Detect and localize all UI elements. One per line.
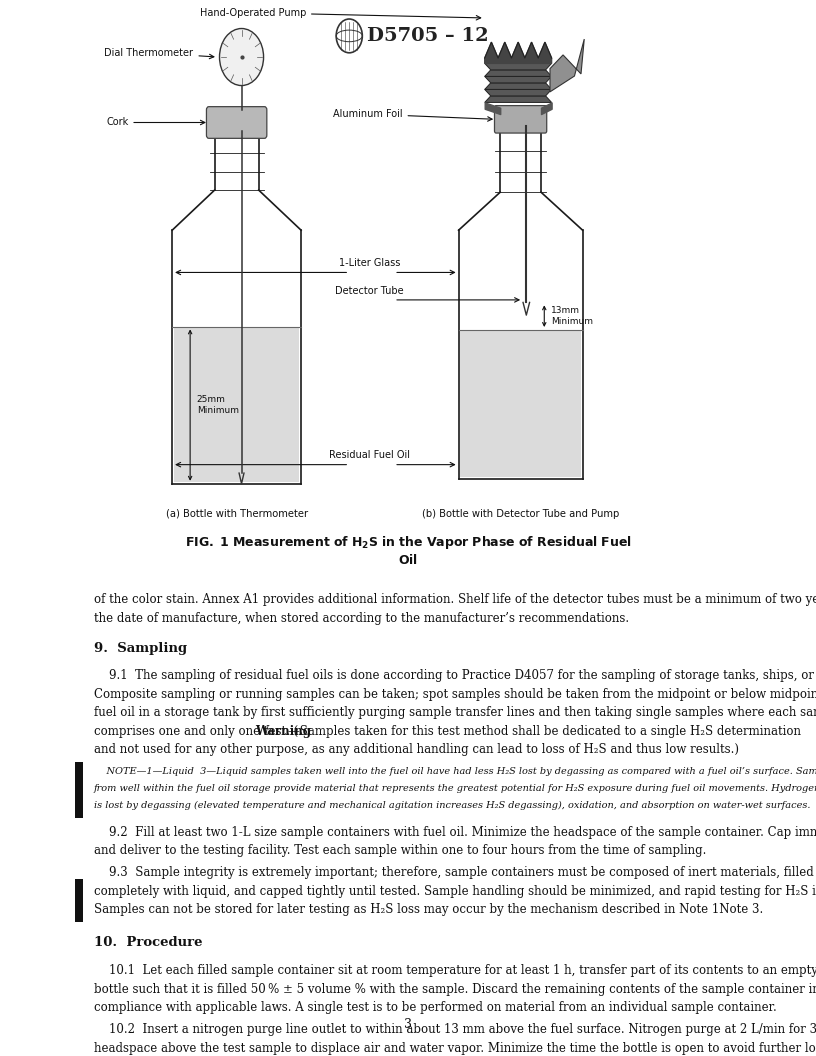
Circle shape: [220, 29, 264, 86]
Text: the date of manufacture, when stored according to the manufacturer’s recommendat: the date of manufacture, when stored acc…: [94, 612, 629, 625]
Text: 9.3  Sample integrity is extremely important; therefore, sample containers must : 9.3 Sample integrity is extremely import…: [94, 866, 816, 880]
Bar: [75, 880, 83, 922]
Text: $\mathbf{Oil}$: $\mathbf{Oil}$: [398, 553, 418, 567]
Text: 10.1  Let each filled sample container sit at room temperature for at least 1 h,: 10.1 Let each filled sample container si…: [94, 964, 816, 977]
Text: $\mathbf{FIG.\ 1\ Measurement\ of\ H_2S\ in\ the\ Vapor\ Phase\ of\ Residual\ Fu: $\mathbf{FIG.\ 1\ Measurement\ of\ H_2S\…: [184, 534, 632, 551]
Text: Composite sampling or running samples can be taken; spot samples should be taken: Composite sampling or running samples ca…: [94, 687, 816, 701]
Text: (b) Bottle with Detector Tube and Pump: (b) Bottle with Detector Tube and Pump: [422, 509, 619, 518]
Text: 10.  Procedure: 10. Procedure: [94, 937, 202, 949]
Text: Detector Tube: Detector Tube: [335, 286, 404, 296]
Text: 9.1  The sampling of residual fuel oils is done according to Practice D4057 for : 9.1 The sampling of residual fuel oils i…: [94, 670, 816, 682]
Text: completely with liquid, and capped tightly until tested. Sample handling should : completely with liquid, and capped tight…: [94, 885, 816, 898]
Text: (a) Bottle with Thermometer: (a) Bottle with Thermometer: [166, 509, 308, 518]
Text: Cork: Cork: [106, 117, 205, 128]
Polygon shape: [485, 42, 552, 63]
FancyBboxPatch shape: [206, 107, 267, 138]
Text: 1-Liter Glass: 1-Liter Glass: [339, 259, 401, 268]
Text: 9.  Sampling: 9. Sampling: [94, 642, 187, 655]
Polygon shape: [485, 90, 552, 96]
Polygon shape: [485, 76, 552, 82]
Bar: [75, 762, 83, 818]
Text: Hand-Operated Pump: Hand-Operated Pump: [200, 7, 481, 20]
Text: NOTE—1—Liquid  3—Liquid samples taken well into the fuel oil have had less H₂S l: NOTE—1—Liquid 3—Liquid samples taken wel…: [94, 768, 816, 776]
FancyBboxPatch shape: [494, 106, 547, 133]
Text: Warning: Warning: [255, 724, 311, 738]
Text: fuel oil in a storage tank by first sufficiently purging sample transfer lines a: fuel oil in a storage tank by first suff…: [94, 706, 816, 719]
Text: bottle such that it is filled 50 % ± 5 volume % with the sample. Discard the rem: bottle such that it is filled 50 % ± 5 v…: [94, 983, 816, 996]
Text: 10.2  Insert a nitrogen purge line outlet to within about 13 mm above the fuel s: 10.2 Insert a nitrogen purge line outlet…: [94, 1023, 816, 1036]
Polygon shape: [485, 63, 552, 70]
Text: from well within the fuel oil storage provide material that represents the great: from well within the fuel oil storage pr…: [94, 785, 816, 793]
Bar: [174, 326, 299, 482]
Text: Residual Fuel Oil: Residual Fuel Oil: [329, 451, 410, 460]
Polygon shape: [550, 39, 584, 92]
Polygon shape: [485, 82, 552, 90]
Text: and not used for any other purpose, as any additional handling can lead to loss : and not used for any other purpose, as a…: [94, 743, 738, 756]
Bar: [460, 329, 581, 477]
Text: 13mm
Minimum: 13mm Minimum: [551, 306, 592, 326]
Text: compliance with applicable laws. A single test is to be performed on material fr: compliance with applicable laws. A singl…: [94, 1001, 777, 1014]
Text: 25mm
Minimum: 25mm Minimum: [197, 395, 238, 415]
Text: 9.2  Fill at least two 1-L size sample containers with fuel oil. Minimize the he: 9.2 Fill at least two 1-L size sample co…: [94, 826, 816, 838]
Text: D5705 – 12: D5705 – 12: [367, 26, 489, 45]
Text: of the color stain. Annex A1 provides additional information. Shelf life of the : of the color stain. Annex A1 provides ad…: [94, 593, 816, 606]
Text: comprises one and only one test. (: comprises one and only one test. (: [94, 724, 298, 738]
Polygon shape: [485, 96, 552, 102]
Text: Samples can not be stored for later testing as H₂S loss may occur by the mechani: Samples can not be stored for later test…: [94, 903, 763, 917]
Text: is lost by degassing (elevated temperature and mechanical agitation increases H₂: is lost by degassing (elevated temperatu…: [94, 802, 810, 810]
Text: Aluminum Foil: Aluminum Foil: [333, 109, 492, 121]
Text: headspace above the test sample to displace air and water vapor. Minimize the ti: headspace above the test sample to displ…: [94, 1042, 816, 1055]
Text: 3: 3: [404, 1018, 412, 1031]
Text: Dial Thermometer: Dial Thermometer: [104, 48, 214, 59]
Polygon shape: [485, 70, 552, 76]
Text: —Samples taken for this test method shall be dedicated to a single H₂S determina: —Samples taken for this test method shal…: [288, 724, 800, 738]
Text: and deliver to the testing facility. Test each sample within one to four hours f: and deliver to the testing facility. Tes…: [94, 844, 706, 857]
